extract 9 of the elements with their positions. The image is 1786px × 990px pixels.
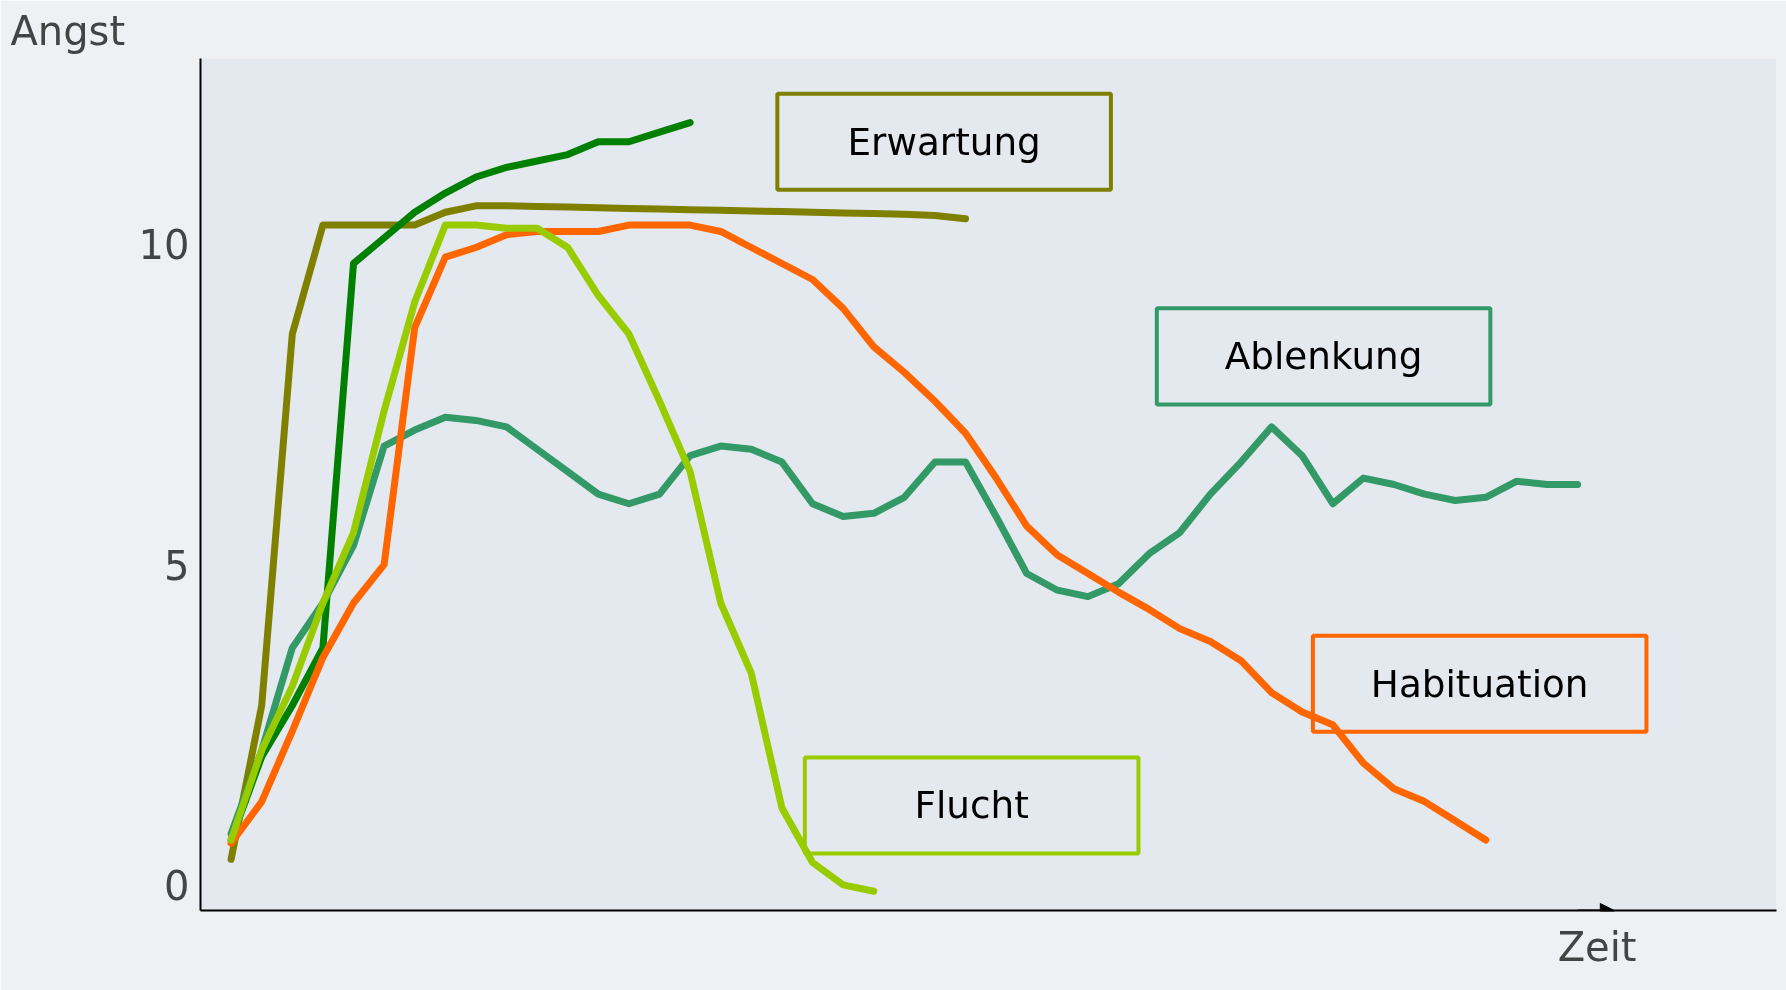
series-label: Habituation: [1370, 661, 1589, 706]
text: Flucht: [914, 783, 1029, 828]
y-axis-title: Angst: [10, 7, 126, 54]
y-tick-label: 10: [138, 222, 190, 269]
x-axis-title: Zeit: [1557, 923, 1637, 970]
y-tick-label: 5: [164, 542, 190, 589]
series-label: Ablenkung: [1224, 334, 1423, 379]
series-label: Erwartung: [847, 119, 1041, 164]
y-tick-label: 0: [164, 862, 190, 909]
